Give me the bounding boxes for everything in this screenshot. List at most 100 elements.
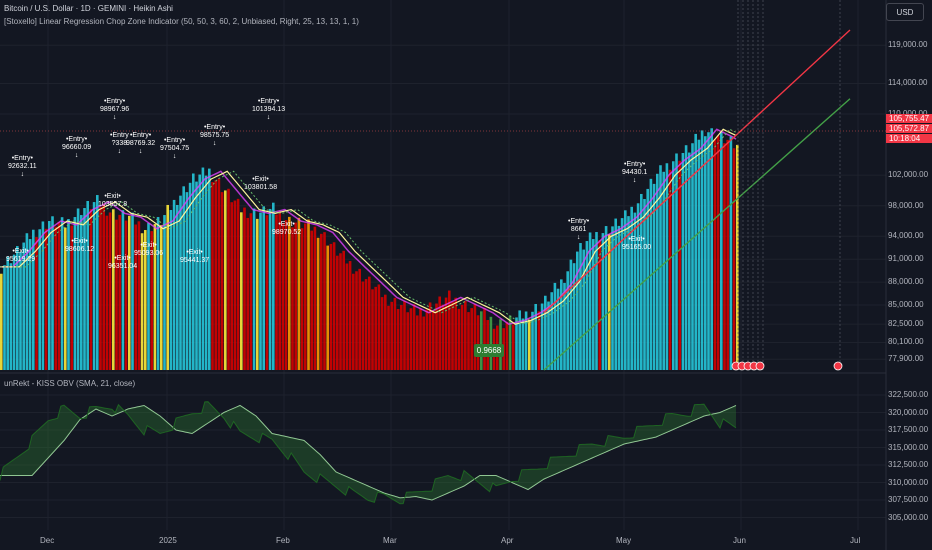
price-bar bbox=[403, 301, 406, 370]
price-bar bbox=[134, 224, 137, 370]
price-bar bbox=[243, 207, 246, 370]
price-tick-label: 94,000.00 bbox=[888, 231, 924, 241]
price-bar bbox=[246, 217, 249, 370]
alert-marker bbox=[833, 361, 843, 371]
price-tick-label: 119,000.00 bbox=[888, 40, 928, 50]
price-bar bbox=[41, 221, 45, 370]
price-bar bbox=[425, 309, 429, 370]
exit-label: •Exit• 103801.58 bbox=[244, 176, 278, 191]
price-bar bbox=[380, 297, 384, 370]
price-bar bbox=[76, 208, 80, 370]
price-bar bbox=[390, 301, 393, 370]
price-bar bbox=[32, 229, 35, 370]
price-bar bbox=[169, 210, 173, 370]
price-bar bbox=[240, 212, 243, 370]
price-bar bbox=[579, 243, 582, 370]
price-bar bbox=[553, 282, 557, 370]
price-bar bbox=[201, 167, 205, 370]
time-tick-label: Dec bbox=[40, 536, 55, 545]
price-bar bbox=[44, 228, 48, 370]
entry-label: •Entry• 98769.32 ↓ bbox=[126, 132, 156, 155]
mid-price-tag: 105,572.87 bbox=[886, 124, 932, 133]
price-bar bbox=[131, 212, 134, 370]
price-bar bbox=[707, 132, 710, 370]
price-tick-label: 110,000.00 bbox=[888, 109, 927, 118]
price-bar bbox=[230, 202, 233, 370]
entry-label: •Entry ?338 ↓ bbox=[110, 132, 129, 155]
price-bar bbox=[656, 173, 659, 370]
sma-line bbox=[0, 128, 737, 325]
currency-button[interactable]: USD bbox=[886, 3, 924, 21]
countdown-tag: 10:18:04 bbox=[886, 134, 932, 143]
price-bar bbox=[323, 232, 326, 370]
regression-upper-line bbox=[543, 29, 851, 314]
price-bar bbox=[38, 229, 41, 370]
price-bar bbox=[278, 211, 281, 370]
lower-indicator-legend[interactable]: unRekt - KISS OBV (SMA, 21, close) bbox=[4, 379, 136, 388]
obv-tick-label: 317,500.00 bbox=[888, 425, 929, 434]
price-bar bbox=[28, 239, 32, 370]
price-bar bbox=[588, 232, 592, 370]
price-bar bbox=[83, 208, 86, 370]
price-bar bbox=[259, 212, 262, 370]
price-bar bbox=[220, 192, 224, 370]
price-bar bbox=[489, 316, 493, 370]
price-bar bbox=[448, 290, 451, 370]
price-bar bbox=[118, 214, 121, 370]
price-bar bbox=[700, 130, 704, 370]
price-bar bbox=[9, 263, 13, 370]
entry-label: •Entry• 98575.75 ↓ bbox=[200, 124, 230, 147]
price-bar bbox=[713, 139, 717, 370]
price-bar bbox=[694, 133, 697, 370]
price-bar bbox=[582, 249, 585, 370]
time-tick-label: May bbox=[616, 536, 632, 545]
price-bar bbox=[316, 237, 320, 370]
price-bar bbox=[364, 279, 368, 370]
price-bar bbox=[419, 308, 422, 370]
price-bar bbox=[540, 303, 544, 370]
price-bar bbox=[384, 294, 387, 370]
price-bar bbox=[73, 217, 77, 370]
time-tick-label: Feb bbox=[276, 536, 290, 545]
price-bars bbox=[0, 128, 739, 370]
price-bar bbox=[726, 139, 729, 370]
indicator-legend[interactable]: [Stoxello] Linear Regression Chop Zone I… bbox=[4, 17, 359, 26]
price-bar bbox=[176, 204, 179, 370]
obv-fill bbox=[0, 401, 736, 504]
price-bar bbox=[396, 309, 400, 370]
price-bar bbox=[214, 180, 217, 370]
price-bar bbox=[697, 139, 701, 370]
price-bar bbox=[476, 315, 480, 370]
exit-label: •Exit• 98970.52 bbox=[272, 221, 302, 236]
price-bar bbox=[153, 224, 157, 370]
entry-label: •Entry• 98967.96 ↓ bbox=[100, 98, 130, 121]
price-bar bbox=[467, 312, 470, 370]
obv-tick-label: 320,000.00 bbox=[888, 407, 929, 417]
price-bar bbox=[550, 292, 553, 370]
price-bar bbox=[608, 234, 611, 370]
price-bar bbox=[521, 318, 525, 370]
price-bar bbox=[662, 171, 665, 370]
price-bar bbox=[35, 237, 38, 370]
price-bar bbox=[268, 208, 272, 370]
exit-label: •Exit• 95619.29 bbox=[6, 248, 36, 263]
price-bar bbox=[534, 303, 537, 370]
price-bar bbox=[272, 202, 275, 370]
price-bar bbox=[457, 308, 461, 370]
price-bar bbox=[249, 213, 253, 370]
price-bar bbox=[473, 304, 477, 370]
price-bar bbox=[310, 230, 313, 370]
price-bar bbox=[387, 305, 390, 370]
price-bar bbox=[115, 219, 118, 370]
price-bar bbox=[505, 321, 509, 370]
price-bar bbox=[444, 297, 448, 370]
chart-title: Bitcoin / U.S. Dollar · 1D · GEMINI · He… bbox=[4, 4, 173, 13]
price-tick-label: 77,900.00 bbox=[888, 354, 924, 364]
exit-label: •Exit• 95093.06 bbox=[134, 242, 164, 257]
price-bar bbox=[6, 256, 9, 370]
price-bar bbox=[432, 310, 435, 370]
price-bar bbox=[428, 302, 432, 370]
price-bar bbox=[192, 173, 195, 370]
price-bar bbox=[483, 308, 486, 370]
